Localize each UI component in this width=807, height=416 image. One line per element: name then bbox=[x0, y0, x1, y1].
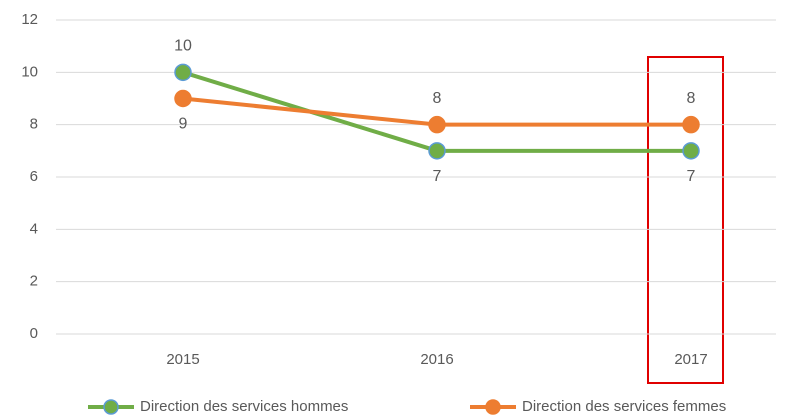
legend-marker bbox=[485, 399, 501, 415]
data-label: 9 bbox=[179, 116, 188, 133]
series-line bbox=[182, 70, 691, 153]
x-tick-label: 2015 bbox=[166, 351, 199, 368]
point-marker bbox=[682, 142, 700, 160]
x-tick-label: 2017 bbox=[674, 351, 707, 368]
y-tick-label: 8 bbox=[30, 116, 38, 133]
legend-label: Direction des services femmes bbox=[522, 398, 726, 415]
legend-label: Direction des services hommes bbox=[140, 398, 348, 415]
data-label: 8 bbox=[687, 90, 696, 107]
legend-marker bbox=[103, 399, 119, 415]
point-marker bbox=[682, 115, 700, 134]
data-label: 10 bbox=[174, 38, 192, 55]
y-tick-label: 12 bbox=[21, 11, 38, 28]
data-label: 7 bbox=[687, 168, 696, 185]
point-marker bbox=[428, 142, 446, 160]
point-marker bbox=[174, 89, 192, 108]
point-marker bbox=[428, 115, 446, 134]
data-label: 8 bbox=[433, 90, 442, 107]
y-tick-label: 0 bbox=[30, 325, 38, 342]
data-label: 7 bbox=[433, 168, 442, 185]
y-tick-label: 4 bbox=[30, 220, 38, 237]
y-tick-label: 2 bbox=[30, 273, 38, 290]
highlight-box bbox=[647, 56, 724, 384]
y-tick-label: 10 bbox=[21, 63, 38, 80]
y-tick-label: 6 bbox=[30, 168, 38, 185]
point-marker bbox=[174, 63, 192, 82]
x-tick-label: 2016 bbox=[420, 351, 453, 368]
